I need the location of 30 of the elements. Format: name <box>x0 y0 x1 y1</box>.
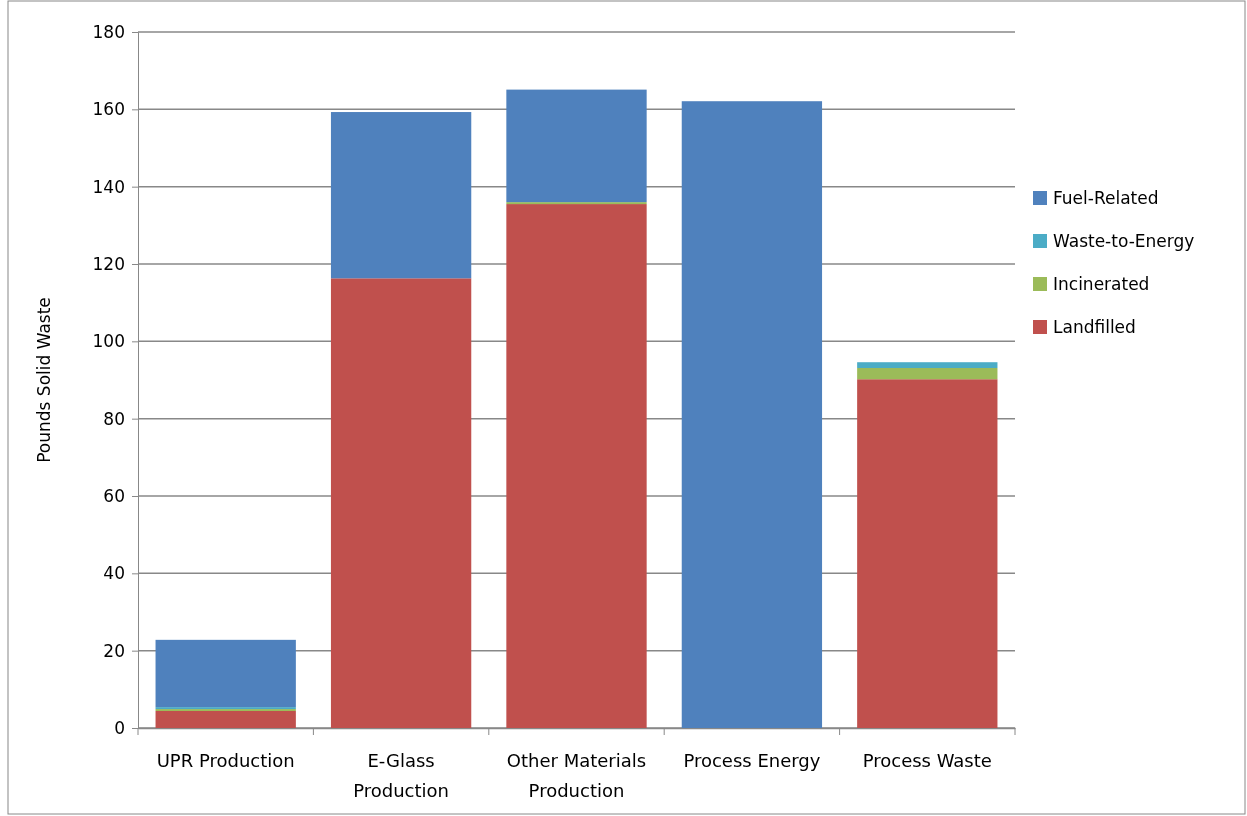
legend-label: Landfilled <box>1053 317 1136 337</box>
y-tick-label: 60 <box>103 485 125 506</box>
bar <box>857 379 998 728</box>
bar <box>155 639 296 708</box>
bar <box>330 112 472 279</box>
legend-label: Fuel-Related <box>1053 188 1159 208</box>
legend-label: Incinerated <box>1053 274 1150 294</box>
bar <box>857 368 998 380</box>
bar <box>506 89 647 203</box>
bar <box>330 278 472 728</box>
y-tick-label: 100 <box>92 331 125 352</box>
x-tick-label: Process Energy <box>683 750 821 771</box>
x-tick-label: E-Glass Production <box>353 750 449 801</box>
y-tick-label: 160 <box>92 99 125 120</box>
legend-label: Waste-to-Energy <box>1053 231 1195 251</box>
x-tick-label: UPR Production <box>156 750 295 771</box>
bar <box>681 101 823 728</box>
x-tick-label: Other Materials Production <box>506 750 647 801</box>
bar <box>857 362 998 369</box>
y-tick-label: 180 <box>92 21 125 42</box>
y-tick-label: 140 <box>92 176 125 197</box>
y-tick-label: 20 <box>103 640 125 661</box>
bar <box>506 204 647 728</box>
x-tick-label: Process Waste <box>862 750 992 771</box>
bar <box>155 710 296 728</box>
y-tick-label: 0 <box>114 717 125 738</box>
y-tick-label: 40 <box>103 563 125 584</box>
y-axis-title: Pounds Solid Waste <box>34 297 54 463</box>
y-tick-label: 120 <box>92 253 125 274</box>
y-tick-label: 80 <box>103 408 125 429</box>
